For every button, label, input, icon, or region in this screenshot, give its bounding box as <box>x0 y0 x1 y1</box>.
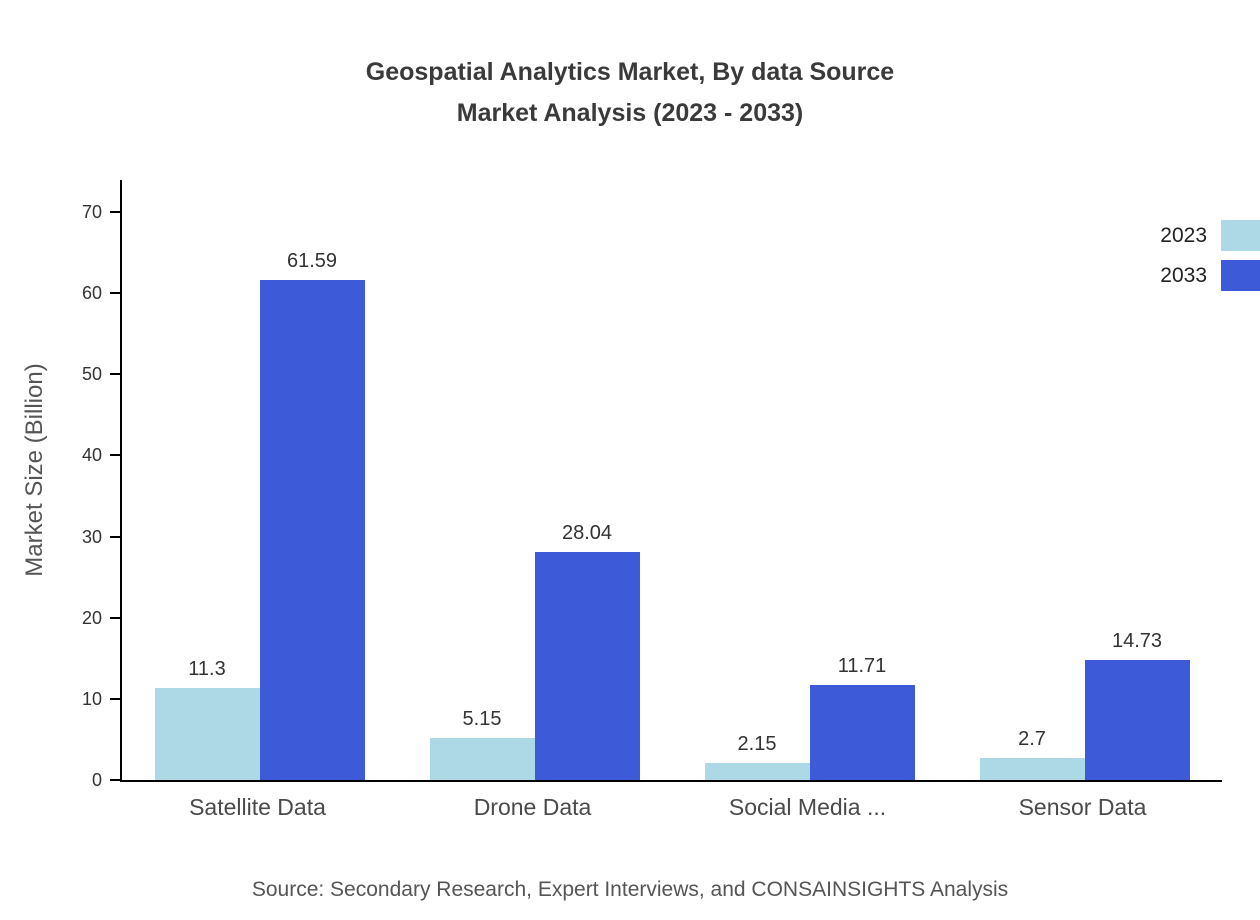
bar-groups: 11.3 61.59 5.15 28.04 2.15 11.71 2.7 14.73 <box>122 180 1222 780</box>
source-note: Source: Secondary Research, Expert Inter… <box>251 878 1009 901</box>
legend-label: 2033 <box>1160 263 1207 287</box>
legend-item-2033: 2033 <box>1160 260 1260 291</box>
bar-value-label: 2.7 <box>1018 728 1046 751</box>
x-labels: Satellite Data Drone Data Social Media ...… <box>120 794 1220 821</box>
category-label: Drone Data <box>473 794 592 820</box>
category-label: Sensor Data <box>1018 794 1147 820</box>
legend-swatch-2033 <box>1221 260 1260 291</box>
bar-group: 2.15 11.71 <box>672 180 947 780</box>
y-tick-label: 40 <box>81 445 102 466</box>
y-axis-label: Market Size (Billion) <box>21 363 48 577</box>
y-tick-label: 20 <box>81 607 102 628</box>
chart-title-line2: Market Analysis (2023 - 2033) <box>456 99 804 127</box>
bar-2023: 11.3 <box>154 658 260 780</box>
bar-value-label: 61.59 <box>286 250 338 273</box>
legend: 2023 2033 <box>1160 220 1260 291</box>
y-tick-label: 60 <box>81 283 102 304</box>
legend-item-2023: 2023 <box>1160 220 1260 251</box>
bar-2033: 28.04 <box>534 522 640 780</box>
bar-value-label: 28.04 <box>561 522 613 545</box>
y-tick-label: 50 <box>81 364 102 385</box>
bar-group: 2.7 14.73 <box>947 180 1222 780</box>
y-tick-mark <box>110 373 120 376</box>
bar-group: 11.3 61.59 <box>122 180 397 780</box>
y-tick-mark <box>110 292 120 295</box>
chart-title: Geospatial Analytics Market, By data Sou… <box>0 52 1260 134</box>
bar-2033: 61.59 <box>259 250 365 780</box>
y-tick-label: 10 <box>81 688 102 709</box>
chart-title-line1: Geospatial Analytics Market, By data Sou… <box>365 58 895 86</box>
bar-2033: 11.71 <box>809 655 915 780</box>
legend-swatch-2023 <box>1221 220 1260 251</box>
category-label: Social Media ... <box>728 794 887 820</box>
bar-2023: 2.15 <box>704 733 810 780</box>
y-tick-mark <box>110 535 120 538</box>
y-tick-label: 70 <box>81 202 102 222</box>
y-tick-mark <box>110 616 120 619</box>
y-tick-mark <box>110 211 120 213</box>
category-label: Satellite Data <box>189 794 326 820</box>
bar-2033: 14.73 <box>1084 630 1190 780</box>
plot-area: 11.3 61.59 5.15 28.04 2.15 11.71 2.7 14.73 0 10 2… <box>82 180 1222 790</box>
bar-2023: 5.15 <box>429 708 535 780</box>
bar-value-label: 11.71 <box>837 654 887 677</box>
bar-group: 5.15 28.04 <box>397 180 672 780</box>
bar-value-label: 2.15 <box>737 732 777 755</box>
bar-value-label: 5.15 <box>462 708 502 731</box>
y-tick-label: 0 <box>91 770 102 790</box>
y-tick-mark <box>110 779 120 781</box>
bar-value-label: 14.73 <box>1111 630 1163 653</box>
bar-value-label: 11.3 <box>188 658 226 681</box>
legend-label: 2023 <box>1160 223 1207 247</box>
y-tick-label: 30 <box>81 526 102 547</box>
y-tick-mark <box>110 454 120 457</box>
bar-2023: 2.7 <box>979 728 1085 780</box>
y-tick-mark <box>110 697 120 700</box>
